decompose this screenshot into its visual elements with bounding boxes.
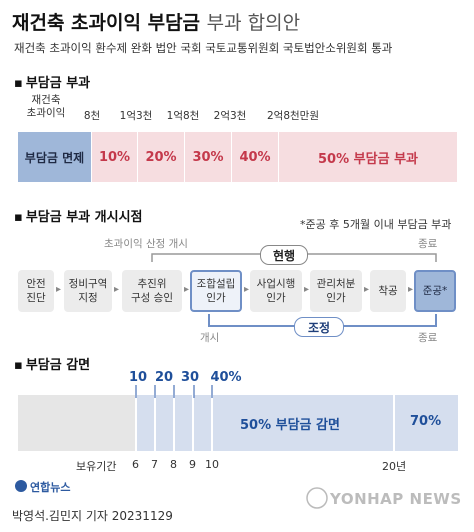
watermark: YONHAP NEWS — [330, 490, 462, 508]
tick-excess-profit: 재건축 초과이익 — [27, 94, 66, 120]
step-zone-l2: 지정 — [78, 292, 98, 304]
current-end-label: 종료 — [418, 238, 438, 250]
year-9: 9 — [189, 458, 196, 471]
arrow-6: ▸ — [364, 284, 370, 295]
step-committee-l2: 구성 승인 — [131, 292, 173, 304]
reduction-70 — [395, 395, 458, 451]
logo-mark — [15, 480, 27, 492]
percent-30: 30 — [180, 370, 200, 385]
arrow-4: ▸ — [244, 284, 250, 295]
tick-8k: 8천 — [83, 110, 101, 122]
arrow-1: ▸ — [56, 284, 62, 295]
arrow-7: ▸ — [408, 284, 414, 295]
step-completion: 준공* — [414, 270, 456, 312]
subtitle: 재건축 초과이익 환수제 완화 법안 국회 국토교통위원회 국토법안소위원회 통… — [14, 41, 393, 55]
tick-excess-line2: 초과이익 — [26, 107, 66, 119]
step-safety-l1: 안전 — [26, 278, 46, 290]
year-6: 6 — [132, 458, 139, 471]
section3-heading: 부담금 감면 — [14, 354, 90, 373]
current-pill: 현행 — [260, 245, 308, 265]
reduction-end-label: 70% — [410, 414, 442, 429]
section2-heading: 부담금 부과 개시시점 — [14, 206, 143, 225]
reduction-30 — [175, 395, 192, 451]
title-main: 재건축 초과이익 부담금 — [12, 12, 201, 34]
reduction-50 — [213, 395, 393, 451]
watermark-globe — [306, 487, 328, 509]
title-light: 부과 합의안 — [206, 12, 301, 34]
percent-40: 40% — [210, 370, 242, 385]
segment-50: 50% 부담금 부과 — [279, 132, 458, 182]
year-20: 20년 — [382, 460, 407, 473]
step-association-l1: 조합설립 — [196, 278, 236, 290]
step-project-l2: 인가 — [266, 292, 286, 304]
reduction-none — [18, 395, 135, 451]
step-management-l1: 관리처분 — [316, 278, 356, 290]
levy-bar: 부담금 면제 10% 20% 30% 40% 50% 부담금 부과 — [18, 132, 458, 182]
tick-1-8: 1억8천 — [166, 110, 200, 122]
reduction-10 — [137, 395, 154, 451]
year-10: 10 — [205, 458, 219, 471]
segment-exempt: 부담금 면제 — [18, 132, 92, 182]
arrow-3: ▸ — [184, 284, 190, 295]
step-committee-l1: 추진위 — [137, 278, 167, 290]
page-title: 재건축 초과이익 부담금 부과 합의안 — [12, 8, 300, 35]
segment-10: 10% — [92, 132, 138, 182]
step-management-l2: 인가 — [326, 292, 346, 304]
years-label: 보유기간 — [76, 460, 117, 473]
segment-20: 20% — [138, 132, 185, 182]
reduction-main-label: 50% 부담금 감면 — [240, 418, 340, 433]
adjusted-end-label: 종료 — [418, 332, 438, 344]
current-start-label: 초과이익 산정 개시 — [104, 238, 188, 250]
arrow-5: ▸ — [304, 284, 310, 295]
adjusted-start-label: 개시 — [200, 332, 220, 344]
arrow-2: ▸ — [114, 284, 120, 295]
tick-1-3: 1억3천 — [119, 110, 153, 122]
step-safety-l2: 진단 — [26, 292, 46, 304]
year-7: 7 — [151, 458, 158, 471]
percent-10: 10 — [128, 370, 148, 385]
step-construction: 착공 — [370, 270, 406, 312]
step-project-l1: 사업시행 — [256, 278, 296, 290]
segment-40: 40% — [232, 132, 279, 182]
section1-heading: 부담금 부과 — [14, 72, 90, 91]
tick-2-8: 2억8천만원 — [266, 110, 320, 122]
step-zone-l1: 정비구역 — [68, 278, 108, 290]
completion-note: *준공 후 5개월 이내 부담금 부과 — [300, 218, 452, 231]
year-8: 8 — [170, 458, 177, 471]
credit: 박영석.김민지 기자 20231129 — [12, 509, 173, 523]
logo-text: 연합뉴스 — [30, 481, 71, 494]
segment-30: 30% — [185, 132, 232, 182]
step-association-l2: 인가 — [206, 292, 226, 304]
percent-20: 20 — [154, 370, 174, 385]
tick-excess-line1: 재건축 — [31, 94, 61, 106]
reduction-40 — [194, 395, 211, 451]
reduction-20 — [156, 395, 173, 451]
adjusted-pill: 조정 — [294, 317, 344, 337]
tick-2-3: 2억3천 — [213, 110, 247, 122]
